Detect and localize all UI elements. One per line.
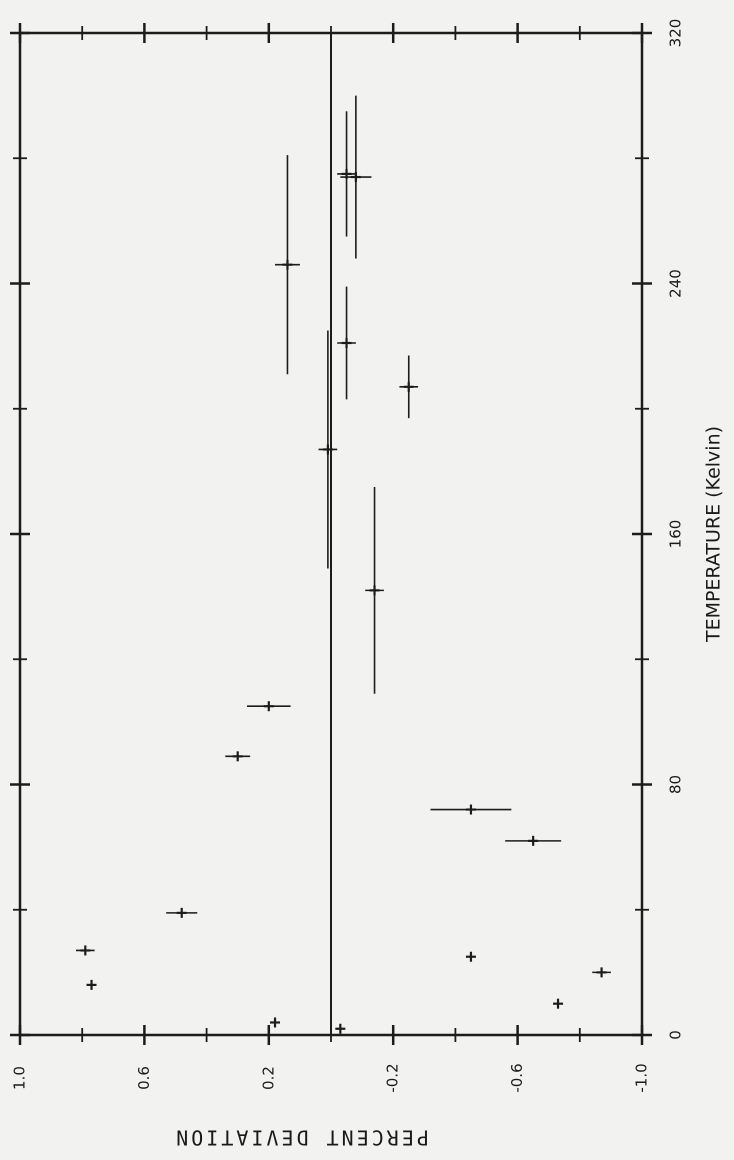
data-point xyxy=(225,751,251,762)
data-point xyxy=(337,286,356,400)
data-point xyxy=(365,487,384,694)
x-tick-label: 160 xyxy=(667,520,685,549)
y-tick-label: -0.2 xyxy=(384,1063,402,1092)
data-point xyxy=(247,701,291,712)
axis-labels: 0 80 160 240 320 1.0 0.6 0.2 -0.2 -0.6 -1.0 TEMPERA… xyxy=(11,19,725,1150)
data-point xyxy=(75,945,95,956)
data-point xyxy=(270,1017,281,1028)
data-point xyxy=(86,979,97,990)
data-point xyxy=(166,907,198,918)
y-tick-label: -1.0 xyxy=(633,1063,651,1092)
data-point xyxy=(553,998,564,1009)
x-tick-label: 240 xyxy=(667,269,685,298)
data-point xyxy=(340,95,372,259)
x-tick-label: 0 xyxy=(667,1030,685,1040)
y-tick-label: 0.2 xyxy=(259,1066,277,1090)
y-axis-title: PERCENT DEVIATION xyxy=(173,1126,429,1150)
data-point xyxy=(592,967,611,978)
data-point xyxy=(337,111,356,237)
data-point xyxy=(318,330,338,569)
data-points xyxy=(75,95,611,1034)
x-tick-label: 320 xyxy=(667,19,685,48)
data-point xyxy=(275,155,300,375)
data-point xyxy=(465,951,476,962)
y-tick-label: -0.6 xyxy=(508,1063,526,1092)
y-tick-label: 0.6 xyxy=(135,1066,153,1090)
x-tick-label: 80 xyxy=(667,775,685,794)
data-point xyxy=(505,835,562,846)
axis-ticks xyxy=(10,23,652,1045)
x-axis-title: TEMPERATURE (Kelvin) xyxy=(703,426,725,643)
data-point xyxy=(430,804,512,815)
y-tick-label: 1.0 xyxy=(11,1066,29,1090)
data-point xyxy=(399,355,419,419)
data-point xyxy=(335,1023,346,1034)
